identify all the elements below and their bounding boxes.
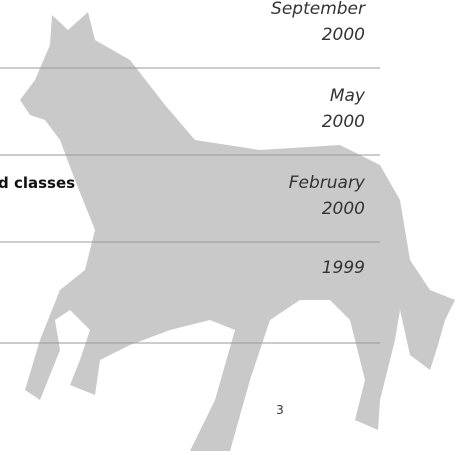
date: May: [330, 86, 366, 106]
date: September: [271, 0, 366, 19]
date: 2000: [322, 112, 365, 132]
date: February: [289, 173, 366, 193]
date: 1999: [322, 258, 365, 278]
horse-silhouette: [20, 12, 455, 451]
page-number: 3: [276, 403, 284, 417]
date: 2000: [322, 25, 365, 45]
section-heading: d classes: [0, 174, 75, 192]
date: 2000: [322, 199, 365, 219]
